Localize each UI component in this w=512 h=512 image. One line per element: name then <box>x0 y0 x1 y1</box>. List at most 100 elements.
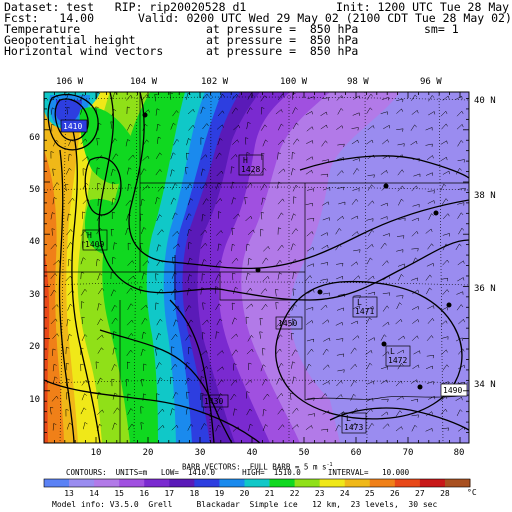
field3-name: Horizontal wind vectors <box>4 44 164 58</box>
lon-label: 96 W <box>420 77 442 87</box>
lat-label: 34 N <box>474 380 496 390</box>
x-tick: 80 <box>454 448 465 458</box>
y-tick: 10 <box>29 395 40 405</box>
high-center: H 1428 <box>238 154 264 176</box>
colorbar-tick-label: 24 <box>339 489 350 498</box>
y-index-labels: 60 50 40 30 20 10 <box>29 133 40 405</box>
colorbar-swatch <box>319 479 346 487</box>
y-tick: 20 <box>29 342 40 352</box>
lon-label: 104 W <box>130 77 158 87</box>
latitude-labels: 40 N 38 N 36 N 34 N <box>474 96 496 390</box>
plot-frame <box>43 91 470 444</box>
colorbar-tick-label: 22 <box>289 489 300 498</box>
temperature-colorbar <box>43 478 471 488</box>
barb-vectors-text: BARB VECTORS: FULL BARB = 5 m s <box>182 462 327 472</box>
low-letter: L <box>357 298 362 307</box>
colorbar-tick-label: 18 <box>189 489 200 498</box>
low-center: L 1472 <box>385 345 411 367</box>
low-value: 1473 <box>344 423 363 432</box>
low-center: L 1473 <box>341 412 367 434</box>
colorbar-swatch <box>444 479 471 487</box>
colorbar-swatch <box>269 479 296 487</box>
city-markers <box>142 112 452 390</box>
x-tick: 20 <box>143 448 154 458</box>
x-tick: 50 <box>299 448 310 458</box>
lon-label: 102 W <box>201 77 229 87</box>
colorbar-tick-label: 28 <box>440 489 450 498</box>
colorbar-swatch <box>169 479 195 487</box>
colorbar-swatch <box>94 479 120 487</box>
y-tick: 50 <box>29 185 40 195</box>
colorbar-tick-label: 14 <box>89 489 99 498</box>
colorbar-tick-label: 16 <box>139 489 150 498</box>
contour-label-value: 1490 <box>443 386 462 395</box>
fcst-line: Fcst: 14.00 <box>4 11 95 25</box>
contour-label-value: 1410 <box>63 122 82 131</box>
colorbar-swatch <box>369 479 396 487</box>
pressure-centers: H 1428 H 1409 L 1471 L 1472 L 1473 1410 <box>60 119 468 434</box>
colorbar-swatch <box>194 479 220 487</box>
colorbar-unit: °C <box>467 488 477 497</box>
rip-label: RIP: rip20020528 d1 <box>114 0 247 14</box>
colorbar-tick-label: 19 <box>214 489 225 498</box>
dataset-line: Dataset: test RIP: rip20020528 d1 <box>4 0 247 14</box>
low-value: 1471 <box>355 307 374 316</box>
colorbar-tick-label: 25 <box>364 489 375 498</box>
barb-vectors-exponent: -1 <box>326 462 333 468</box>
contour-label-value: 1450 <box>278 319 297 328</box>
high-letter: H <box>87 231 92 240</box>
valid-time: Valid: 0200 UTC Wed 29 May 02 (2100 CDT … <box>138 11 512 25</box>
low-center: L 1471 <box>352 296 378 318</box>
colorbar-swatch <box>344 479 371 487</box>
temperature-fill <box>44 92 469 443</box>
colorbar-swatch <box>219 479 245 487</box>
colorbar-tick-label: 27 <box>415 489 425 498</box>
lon-label: 98 W <box>347 77 369 87</box>
init-time: Init: 1200 UTC Tue 28 May 02 <box>336 0 512 14</box>
field1-level: at pressure = 850 hPa <box>206 22 359 36</box>
contour-label-value: 1430 <box>204 397 223 406</box>
barb-vectors-note: BARB VECTORS: FULL BARB = 5 m s-1 <box>182 461 333 472</box>
colorbar-outline <box>43 478 471 488</box>
height-contours <box>44 92 469 443</box>
low-value: 1472 <box>388 356 407 365</box>
low-letter: L <box>390 347 395 356</box>
x-tick: 30 <box>195 448 206 458</box>
longitude-labels: 106 W 104 W 102 W 100 W 98 W 96 W <box>56 77 442 87</box>
lon-label: 100 W <box>280 77 308 87</box>
y-tick: 40 <box>29 237 40 247</box>
field1-name: Temperature <box>4 22 81 36</box>
x-tick: 10 <box>91 448 102 458</box>
x-tick: 40 <box>247 448 258 458</box>
fcst-label: Fcst: <box>4 11 39 25</box>
x-tick: 60 <box>351 448 362 458</box>
high-value: 1428 <box>241 165 260 174</box>
x-tick: 70 <box>403 448 414 458</box>
contour-label: 1430 <box>201 394 229 408</box>
colorbar-swatch <box>394 479 421 487</box>
axis-ticks <box>43 92 469 444</box>
high-value: 1409 <box>85 240 104 249</box>
lon-label: 106 W <box>56 77 84 87</box>
high-center: H 1409 <box>82 229 108 251</box>
y-tick: 60 <box>29 133 40 143</box>
colorbar-tick-label: 13 <box>64 489 74 498</box>
colorbar-tick-label: 23 <box>314 489 325 498</box>
contour-label: 1450 <box>275 316 303 330</box>
colorbar-tick-label: 15 <box>114 489 124 498</box>
lat-label: 36 N <box>474 284 496 294</box>
colorbar-swatch <box>419 479 446 487</box>
colorbar-swatch <box>119 479 145 487</box>
model-info: Model info: V3.5.0 Grell Blackadar Simpl… <box>52 500 438 509</box>
lat-label: 40 N <box>474 96 496 106</box>
colorbar-swatch <box>294 479 321 487</box>
colorbar-tick-label: 26 <box>389 489 400 498</box>
colorbar-swatch <box>69 479 95 487</box>
dataset-label: Dataset: test <box>4 0 95 14</box>
wind-barbs <box>49 91 466 433</box>
low-letter: L <box>346 414 351 423</box>
high-letter: H <box>243 156 248 165</box>
fcst-value: 14.00 <box>59 11 95 25</box>
colorbar-swatch <box>44 479 70 487</box>
